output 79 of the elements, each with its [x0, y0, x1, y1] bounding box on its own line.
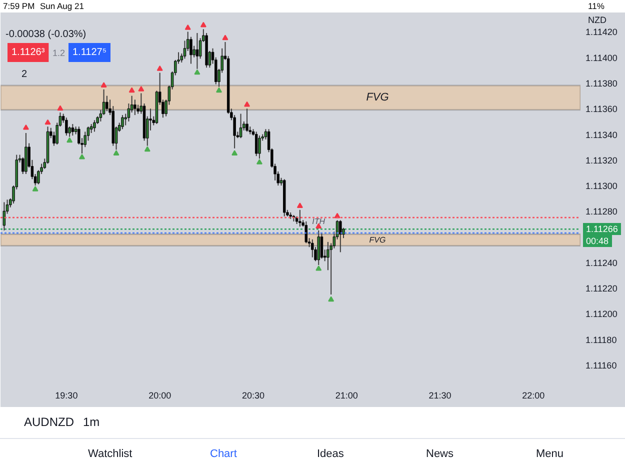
point [200, 22, 206, 28]
candlestick [258, 135, 261, 160]
text: Sun Aug 21 [40, 0, 84, 12]
candlestick [65, 117, 68, 136]
x-tick-label: 19:30 [55, 390, 78, 400]
text: Chart [210, 447, 237, 462]
text: AUDNZD [24, 414, 74, 431]
point [256, 159, 262, 164]
candlestick [254, 131, 258, 157]
ref-line-label: 1.11266 [583, 222, 621, 235]
y-tick-label: 1.11380 [586, 78, 618, 88]
x-tick-label: 21:00 [335, 390, 358, 400]
text: News [426, 447, 454, 462]
candlestick [311, 238, 314, 258]
annotation: 1.2 [52, 48, 66, 58]
y-tick-label: 1.11360 [586, 104, 618, 114]
y-tick-label: 1.11240 [586, 258, 618, 268]
text: 11% [588, 0, 604, 12]
point [128, 87, 135, 93]
x-tick-label: 22:00 [522, 390, 545, 400]
annotation: ITH [312, 216, 326, 226]
x-tick-label: 20:00 [148, 390, 172, 400]
annotation: 2 [22, 69, 28, 80]
candlestick [93, 120, 96, 132]
candlestick [320, 232, 324, 260]
point [194, 69, 200, 75]
point [316, 265, 322, 271]
candlestick [196, 32, 199, 70]
candlestick [134, 99, 136, 116]
text: 00:48 [583, 235, 612, 247]
band-label: FVG [369, 236, 386, 245]
annotation: 1.1127⁵ [72, 47, 106, 58]
y-tick-label: 1.11160 [586, 360, 617, 370]
point [156, 66, 163, 71]
annotation: 1.1126³ [12, 47, 46, 58]
candlestick [339, 220, 342, 253]
point [232, 150, 238, 156]
y-tick-label: 1.11180 [586, 334, 617, 345]
point [138, 86, 144, 92]
text: 7:59 PM [3, 0, 35, 12]
point [184, 24, 191, 30]
point [216, 87, 222, 93]
point [144, 146, 150, 152]
point [296, 202, 303, 208]
point [222, 34, 228, 40]
candlestick [121, 114, 124, 130]
point [100, 82, 107, 88]
point [22, 124, 29, 130]
point [66, 137, 73, 143]
point [79, 154, 85, 160]
y-axis-title: NZD [588, 14, 606, 26]
y-tick-label: 1.11340 [586, 130, 618, 140]
candlestick [106, 95, 108, 112]
point [57, 105, 64, 111]
candlestick [304, 220, 308, 244]
candlestick [239, 113, 242, 139]
y-tick-label: 1.11400 [586, 52, 618, 63]
point [328, 296, 334, 302]
annotation: -0.00038 (-0.03%) [6, 29, 86, 40]
x-tick-label: 20:30 [242, 390, 265, 400]
y-tick-label: 1.11300 [586, 181, 618, 192]
x-tick-label: 21:30 [428, 390, 452, 400]
point [32, 186, 38, 192]
y-tick-label: 1.11320 [586, 155, 618, 166]
y-tick-label: 1.11420 [586, 27, 618, 38]
text: Ideas [317, 447, 344, 462]
band-label: FVG [366, 92, 390, 104]
text: Watchlist [88, 447, 132, 462]
point [44, 119, 51, 125]
candlestick [246, 108, 248, 132]
point [244, 101, 250, 107]
text: Menu [536, 447, 564, 462]
candlestick [71, 124, 74, 136]
point [113, 150, 120, 156]
y-tick-label: 1.11220 [586, 284, 618, 294]
y-tick-label: 1.11200 [586, 309, 618, 320]
text: 1m [83, 414, 100, 431]
y-tick-label: 1.11280 [586, 206, 618, 217]
candlestick [298, 209, 302, 228]
